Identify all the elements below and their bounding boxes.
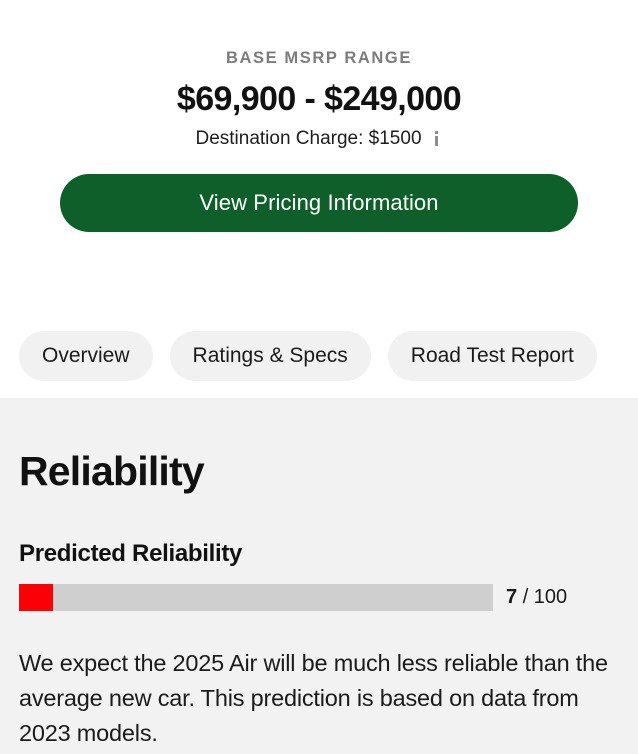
view-pricing-information-button[interactable]: View Pricing Information: [60, 174, 578, 232]
tab-road-test-report[interactable]: Road Test Report: [387, 331, 597, 381]
score-value: 7 / 100: [506, 584, 567, 611]
reliability-section: Reliability Predicted Reliability 7 / 10…: [0, 398, 638, 754]
tab-overview[interactable]: Overview: [19, 331, 153, 381]
base-msrp-range-label: BASE MSRP RANGE: [226, 49, 412, 67]
predicted-reliability-score-row: 7 / 100: [19, 584, 619, 612]
reliability-description: We expect the 2025 Air will be much less…: [19, 650, 608, 746]
pricing-section: BASE MSRP RANGE $69,900 - $249,000 Desti…: [0, 49, 638, 381]
score-max: / 100: [522, 586, 568, 608]
tab-bar[interactable]: Overview Ratings & Specs Road Test Report: [0, 331, 638, 381]
info-icon-dot: [434, 131, 438, 134]
info-icon[interactable]: [431, 130, 443, 147]
tab-ratings-and-specs[interactable]: Ratings & Specs: [169, 331, 371, 381]
score-fill: [19, 584, 53, 611]
score-track: [19, 584, 493, 611]
page-title: Reliability: [19, 448, 205, 494]
info-icon-stem: [434, 136, 438, 146]
destination-charge-row: Destination Charge: $1500: [0, 128, 638, 150]
score-number: 7: [506, 586, 518, 608]
base-msrp-range-value: $69,900 - $249,000: [176, 80, 462, 118]
destination-charge-text: Destination Charge: $1500: [195, 128, 422, 149]
predicted-reliability-heading: Predicted Reliability: [19, 540, 243, 567]
